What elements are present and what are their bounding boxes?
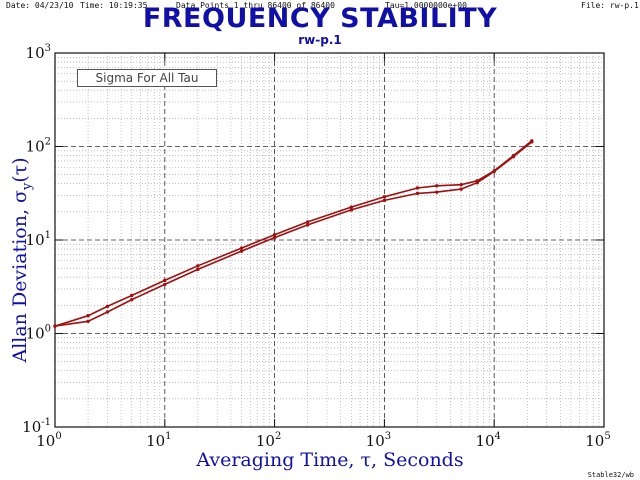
series-1-point xyxy=(239,246,244,250)
header-tau: Tau=1.0000000e+00 xyxy=(385,1,467,10)
series-2-point xyxy=(272,235,277,240)
x-tick-label-base: 10 xyxy=(366,432,385,450)
series-2-point xyxy=(105,310,110,314)
y-tick-label: 103 xyxy=(26,43,51,62)
series-2-point xyxy=(415,191,420,196)
y-axis-label: Allan Deviation, σy(τ) xyxy=(9,110,35,410)
y-axis-label-tail: (τ) xyxy=(9,157,32,183)
series-2-point xyxy=(163,282,167,287)
series-2-point xyxy=(86,319,90,324)
x-tick-label-exponent: 4 xyxy=(495,431,501,442)
series-2-point xyxy=(382,198,387,203)
x-tick-label-base: 10 xyxy=(475,432,494,450)
series-1-point xyxy=(272,232,277,237)
series-2-point xyxy=(349,208,354,212)
x-tick-label-exponent: 1 xyxy=(165,431,171,442)
x-tick-label-exponent: 0 xyxy=(55,431,61,442)
x-axis-label: Averaging Time, τ, Seconds xyxy=(196,449,464,471)
series-1-point xyxy=(459,183,463,187)
series-2-point xyxy=(239,249,244,253)
header-date: Date: 04/23/10 xyxy=(6,1,74,10)
series-1-point xyxy=(163,278,167,283)
x-tick-label: 103 xyxy=(366,431,391,450)
y-tick-label: 102 xyxy=(26,137,51,156)
x-tick-label-base: 10 xyxy=(256,432,275,450)
annotation-box: Sigma For All Tau xyxy=(77,69,217,87)
x-tick-label-exponent: 5 xyxy=(604,431,610,442)
chart-title: FREQUENCY STABILITY xyxy=(142,3,498,34)
y-tick-label-base: 10 xyxy=(26,44,45,62)
y-tick-label: 101 xyxy=(26,230,51,249)
y-tick-label-base: 10 xyxy=(26,325,45,343)
series-2-point xyxy=(459,187,463,191)
series-2-point xyxy=(196,267,200,272)
series-2-point xyxy=(53,324,57,328)
x-tick-label: 100 xyxy=(36,431,61,450)
series-1-point xyxy=(130,293,134,298)
series-1-point xyxy=(196,264,200,268)
y-tick-label-base: 10 xyxy=(26,231,45,249)
series-line-2 xyxy=(54,141,533,327)
series-2-point xyxy=(492,169,496,174)
x-tick-label: 104 xyxy=(475,431,500,450)
series-1-point xyxy=(86,314,90,318)
y-tick-label: 100 xyxy=(26,324,51,343)
y-tick-label-exponent: 0 xyxy=(45,324,51,335)
series-2-point xyxy=(511,154,516,159)
header-data-points: Data Points 1 thru 86400 of 86400 xyxy=(176,1,335,10)
y-tick-label: 10-1 xyxy=(22,417,51,436)
series-1-point xyxy=(105,304,110,309)
x-tick-label-base: 10 xyxy=(585,432,604,450)
y-tick-label-exponent: 2 xyxy=(45,137,51,148)
x-tick-label-base: 10 xyxy=(146,432,165,450)
x-tick-label-exponent: 2 xyxy=(275,431,281,442)
y-axis-label-main: Allan Deviation, σ xyxy=(9,189,32,363)
series-2-point xyxy=(530,140,534,144)
chart-subtitle: rw-p.1 xyxy=(298,33,342,47)
series-1-point xyxy=(349,205,354,209)
header-file: File: rw-p.1 xyxy=(581,1,639,10)
header-time: Time: 10:19:35 xyxy=(80,1,148,10)
series-1-point xyxy=(435,184,439,188)
series-1-point xyxy=(382,195,387,199)
y-tick-label-exponent: 1 xyxy=(45,230,51,241)
series-2-point xyxy=(435,190,439,194)
series-1-point xyxy=(415,186,420,190)
x-tick-label-exponent: 3 xyxy=(385,431,391,442)
series-2-point xyxy=(305,223,310,227)
x-tick-label: 101 xyxy=(146,431,171,450)
series-2-point xyxy=(130,297,134,302)
footer-credit: Stable32/wb xyxy=(587,471,634,479)
series-1-point xyxy=(305,220,310,224)
y-tick-label-exponent: 3 xyxy=(45,43,51,54)
series-line-1 xyxy=(54,140,533,327)
x-tick-label: 105 xyxy=(585,431,610,450)
x-tick-label-base: 10 xyxy=(36,432,55,450)
y-tick-label-base: 10 xyxy=(22,418,41,436)
x-tick-label: 102 xyxy=(256,431,281,450)
y-tick-label-base: 10 xyxy=(26,138,45,156)
series-2-point xyxy=(475,181,479,185)
y-axis-label-sub: y xyxy=(19,182,35,190)
y-tick-label-exponent: -1 xyxy=(41,417,51,428)
